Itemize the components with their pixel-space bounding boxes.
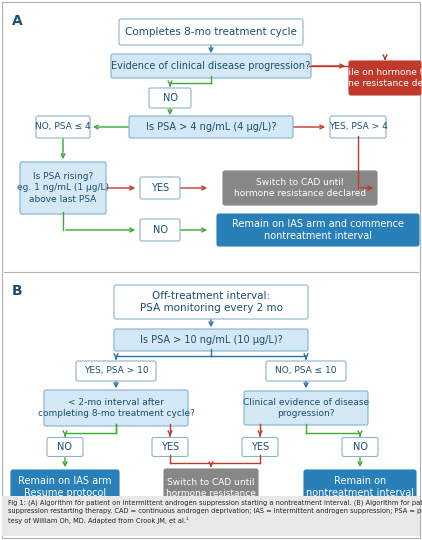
- Text: Fig 1: (A) Algorithm for patient on intermittent androgen suppression starting a: Fig 1: (A) Algorithm for patient on inte…: [8, 500, 422, 524]
- Text: YES, PSA > 4: YES, PSA > 4: [329, 123, 387, 132]
- FancyBboxPatch shape: [44, 390, 188, 426]
- Text: Is PSA > 4 ng/mL (4 μg/L)?: Is PSA > 4 ng/mL (4 μg/L)?: [146, 122, 276, 132]
- FancyBboxPatch shape: [140, 177, 180, 199]
- FancyBboxPatch shape: [342, 437, 378, 456]
- Text: Evidence of clinical disease progression?: Evidence of clinical disease progression…: [111, 61, 311, 71]
- Text: < 2-mo interval after
completing 8-mo treatment cycle?: < 2-mo interval after completing 8-mo tr…: [38, 398, 195, 418]
- Text: Remain on IAS arm and commence
nontreatment interval: Remain on IAS arm and commence nontreatm…: [232, 219, 404, 241]
- Text: Switch to CAD until
hormone resistance declared: Switch to CAD until hormone resistance d…: [234, 178, 366, 198]
- Text: Completes 8-mo treatment cycle: Completes 8-mo treatment cycle: [125, 27, 297, 37]
- Text: YES: YES: [251, 442, 269, 452]
- FancyBboxPatch shape: [129, 116, 293, 138]
- Text: Remain on IAS arm
Resume protocol
therapy: Remain on IAS arm Resume protocol therap…: [18, 476, 112, 510]
- FancyBboxPatch shape: [152, 437, 188, 456]
- Text: Switch to CAD until
hormone resistance: Switch to CAD until hormone resistance: [166, 478, 256, 498]
- Text: NO, PSA ≤ 10: NO, PSA ≤ 10: [275, 367, 337, 375]
- FancyBboxPatch shape: [111, 54, 311, 78]
- FancyBboxPatch shape: [164, 469, 258, 507]
- FancyBboxPatch shape: [2, 496, 420, 536]
- Text: NO: NO: [57, 442, 73, 452]
- FancyBboxPatch shape: [266, 361, 346, 381]
- Text: B: B: [12, 284, 23, 298]
- Text: Remain on
nontreatment interval
(reassess PSA in 2 mo): Remain on nontreatment interval (reasses…: [304, 476, 416, 510]
- FancyBboxPatch shape: [114, 329, 308, 351]
- Text: NO, PSA ≤ 4: NO, PSA ≤ 4: [35, 123, 91, 132]
- Text: YES: YES: [161, 442, 179, 452]
- Text: Is PSA rising?
eg. 1 ng/mL (1 μg/L)
above last PSA: Is PSA rising? eg. 1 ng/mL (1 μg/L) abov…: [17, 172, 109, 204]
- FancyBboxPatch shape: [149, 88, 191, 108]
- Text: Is PSA > 10 ng/mL (10 μg/L)?: Is PSA > 10 ng/mL (10 μg/L)?: [140, 335, 282, 345]
- FancyBboxPatch shape: [47, 437, 83, 456]
- FancyBboxPatch shape: [11, 470, 119, 516]
- Text: NO: NO: [352, 442, 368, 452]
- FancyBboxPatch shape: [36, 116, 90, 138]
- FancyBboxPatch shape: [20, 162, 106, 214]
- FancyBboxPatch shape: [223, 171, 377, 205]
- FancyBboxPatch shape: [330, 116, 386, 138]
- FancyBboxPatch shape: [76, 361, 156, 381]
- Text: YES: YES: [151, 183, 169, 193]
- Text: NO: NO: [152, 225, 168, 235]
- Text: YES, PSA > 10: YES, PSA > 10: [84, 367, 148, 375]
- Text: YES, while on hormone therapy:
hormone resistance declared: YES, while on hormone therapy: hormone r…: [313, 68, 422, 88]
- FancyBboxPatch shape: [119, 19, 303, 45]
- FancyBboxPatch shape: [114, 285, 308, 319]
- FancyBboxPatch shape: [217, 214, 419, 246]
- FancyBboxPatch shape: [349, 61, 421, 95]
- FancyBboxPatch shape: [304, 470, 416, 516]
- Text: NO: NO: [162, 93, 178, 103]
- Text: A: A: [12, 14, 23, 28]
- Text: Clinical evidence of disease
progression?: Clinical evidence of disease progression…: [243, 398, 369, 418]
- FancyBboxPatch shape: [242, 437, 278, 456]
- FancyBboxPatch shape: [140, 219, 180, 241]
- Text: Off-treatment interval:
PSA monitoring every 2 mo: Off-treatment interval: PSA monitoring e…: [140, 291, 282, 313]
- FancyBboxPatch shape: [244, 391, 368, 425]
